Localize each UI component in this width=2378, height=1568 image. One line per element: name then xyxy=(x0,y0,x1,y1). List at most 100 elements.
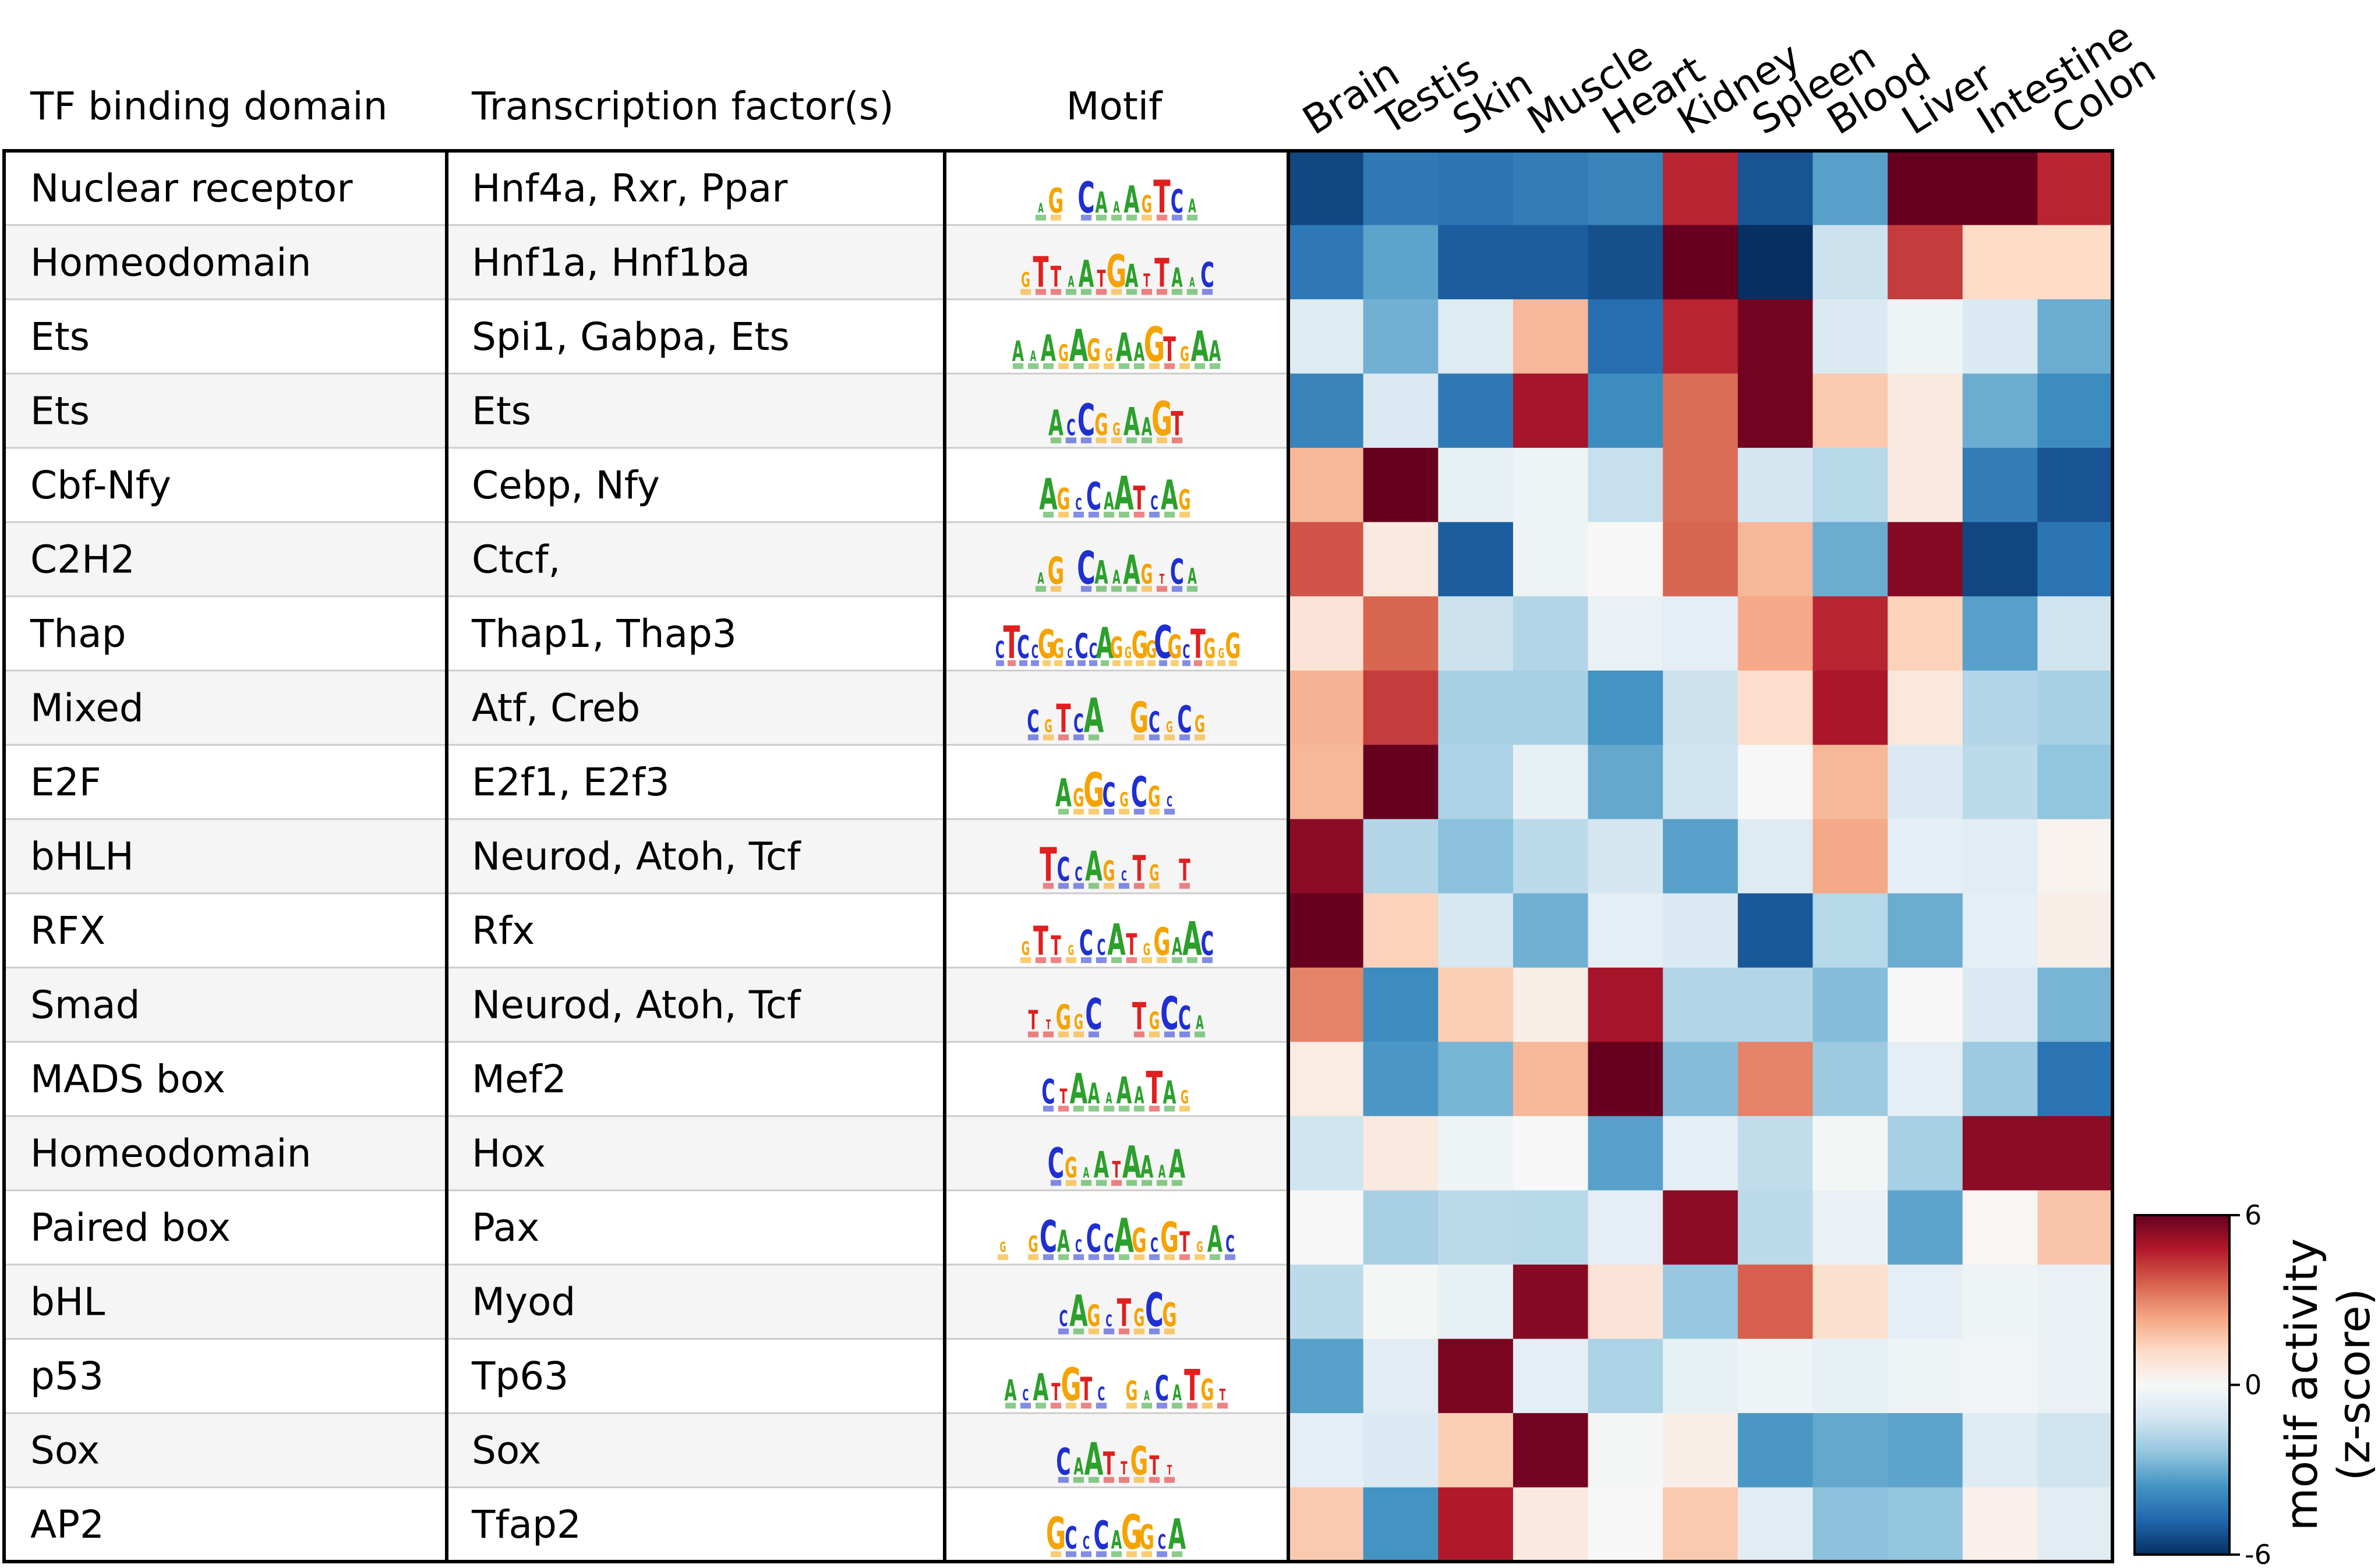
heatmap-cell xyxy=(1888,819,1963,894)
tf-domain-label: Ets xyxy=(30,314,90,359)
heatmap-cell xyxy=(1438,1190,1514,1265)
heatmap-cell xyxy=(1737,893,1814,968)
table-frame xyxy=(2,149,2114,1563)
heatmap-cell xyxy=(1363,1487,1439,1562)
tf-factor-label: Hox xyxy=(472,1131,546,1176)
heatmap-cell xyxy=(1962,448,2038,523)
motif-letter: G xyxy=(1139,1519,1154,1558)
motif-letter-minor xyxy=(1111,586,1122,592)
motif-letter: A xyxy=(1169,1142,1186,1187)
heatmap-cell xyxy=(1588,299,1663,374)
heatmap-cell xyxy=(2037,967,2113,1043)
heatmap-cell xyxy=(1663,596,1739,671)
motif-letter-minor xyxy=(1088,1477,1100,1483)
motif-letter-minor xyxy=(1164,1254,1175,1261)
motif-letter: T xyxy=(1051,261,1061,294)
motif-letter: A xyxy=(1088,1077,1100,1110)
motif-letter-minor xyxy=(1089,660,1097,666)
motif-letter: G xyxy=(1153,921,1170,965)
motif-letter-minor xyxy=(1103,511,1115,518)
motif-letter: C xyxy=(1065,1521,1077,1557)
motif-letter: C xyxy=(1093,1513,1109,1558)
motif-letter: T xyxy=(1133,479,1145,518)
motif-letter: A xyxy=(1038,201,1044,216)
motif-letter-minor xyxy=(1058,511,1069,518)
heatmap-cell xyxy=(1737,1116,1814,1191)
heatmap-cell xyxy=(1737,448,1814,523)
motif-logo: A A A G AG G A AGT G A A xyxy=(1012,317,1221,372)
heatmap-cell xyxy=(1363,299,1439,374)
motif-letter: C xyxy=(1121,868,1127,884)
motif-letter-minor xyxy=(1156,1551,1168,1558)
heatmap-cell xyxy=(1812,1264,1888,1340)
heatmap-cell xyxy=(2037,670,2113,746)
heatmap-cell xyxy=(1812,967,1888,1043)
motif-letter: A xyxy=(1112,567,1121,589)
motif-letter: C xyxy=(1085,989,1102,1039)
motif-letter-minor xyxy=(1194,1031,1206,1038)
motif-letter-minor xyxy=(1050,437,1062,444)
heatmap-cell xyxy=(1513,225,1589,300)
motif-letter-minor xyxy=(1126,586,1137,592)
heatmap-cell xyxy=(1588,1042,1663,1117)
heatmap-cell xyxy=(1812,745,1888,820)
heatmap-cell xyxy=(1588,819,1663,894)
tf-domain-label: Smad xyxy=(30,983,140,1028)
motif-letter: G xyxy=(1112,419,1120,440)
heatmap-cell xyxy=(1812,299,1888,374)
motif-letter: A xyxy=(1041,328,1057,370)
motif-letter: A xyxy=(1188,196,1196,217)
heatmap-cell xyxy=(1962,1264,2038,1340)
heatmap-cell xyxy=(1513,1190,1589,1265)
heatmap-cell xyxy=(1737,1339,1814,1414)
motif-letter-minor xyxy=(1147,660,1156,666)
motif-letter-minor xyxy=(1186,1403,1198,1409)
motif-letter-minor xyxy=(1096,1403,1107,1409)
heatmap-cell xyxy=(1737,819,1814,894)
motif-letter-minor xyxy=(1149,1477,1160,1483)
motif-letter: G xyxy=(1048,181,1064,221)
motif-letter: C xyxy=(1057,850,1070,889)
motif-letter-minor xyxy=(1077,660,1086,666)
heatmap-cell xyxy=(1288,1042,1364,1117)
motif-letter: A xyxy=(1055,771,1072,816)
motif-letter-minor xyxy=(1050,586,1062,592)
motif-letter-minor xyxy=(1149,1106,1160,1112)
motif-letter: G xyxy=(1052,633,1064,664)
motif-letter-minor xyxy=(1035,586,1047,592)
motif-letter-minor xyxy=(1111,957,1122,964)
motif-letter: T xyxy=(1154,250,1169,296)
motif-letter: C xyxy=(1059,1307,1068,1332)
heatmap-cell xyxy=(1363,670,1439,746)
motif-letter-minor xyxy=(1103,1106,1115,1112)
colorbar-tick-label: 6 xyxy=(2245,1199,2262,1231)
motif-letter: A xyxy=(1030,347,1037,364)
motif-logos: A G C A A A G T C AG T T A A T GA T T A A CA A A G AG G A AGT G A AA C C… xyxy=(995,171,1241,1560)
motif-letter-minor xyxy=(1156,1180,1168,1186)
motif-letter: G xyxy=(1130,1438,1149,1484)
heatmap-cell xyxy=(1588,1190,1663,1265)
motif-letter: A xyxy=(1209,335,1221,368)
motif-letter-minor xyxy=(1027,1254,1039,1261)
motif-letter-minor xyxy=(1149,734,1160,741)
motif-letter: C xyxy=(1077,542,1095,594)
motif-letter: A xyxy=(1191,322,1209,371)
heatmap-cell xyxy=(1513,670,1589,746)
heatmap-cell xyxy=(1588,967,1663,1043)
motif-letter: T xyxy=(1167,1464,1172,1478)
motif-letter: G xyxy=(1048,550,1065,593)
heatmap-cell xyxy=(1962,373,2038,448)
motif-letter-minor xyxy=(1080,957,1092,964)
heatmap-cell xyxy=(1812,1339,1888,1414)
row-background xyxy=(4,225,1288,300)
motif-letter-minor xyxy=(1058,1031,1069,1038)
heatmap-cell xyxy=(1888,745,1963,820)
heatmap-cell xyxy=(1888,967,1963,1043)
heat-cells xyxy=(1288,151,2113,1562)
tf-domain-label: bHL xyxy=(30,1280,105,1325)
heatmap-cell xyxy=(1588,1413,1663,1488)
motif-letter: C xyxy=(1167,792,1172,810)
